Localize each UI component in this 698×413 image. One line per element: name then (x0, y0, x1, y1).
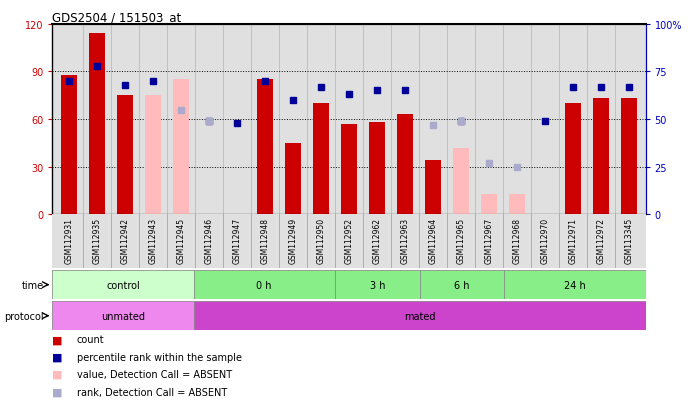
Text: GSM112943: GSM112943 (149, 217, 158, 263)
Bar (419, 271, 505, 299)
Text: GSM112935: GSM112935 (93, 217, 102, 263)
Text: GSM112965: GSM112965 (456, 217, 466, 263)
Text: GSM112964: GSM112964 (429, 217, 438, 263)
Bar (481, 194, 496, 215)
Bar (341, 125, 357, 215)
Text: GSM112962: GSM112962 (373, 217, 382, 263)
Text: GSM112952: GSM112952 (345, 217, 353, 263)
Text: GSM112949: GSM112949 (288, 217, 297, 263)
Text: ■: ■ (52, 369, 63, 379)
Bar (61, 76, 77, 215)
Text: 6 h: 6 h (454, 280, 470, 290)
Text: 3 h: 3 h (369, 280, 385, 290)
Bar (593, 99, 609, 215)
Text: GDS2504 / 151503_at: GDS2504 / 151503_at (52, 11, 181, 24)
Text: ■: ■ (52, 335, 63, 344)
Text: time: time (22, 280, 44, 290)
Bar (193, 271, 335, 299)
Text: GSM112947: GSM112947 (232, 217, 242, 263)
Text: GSM112963: GSM112963 (401, 217, 410, 263)
Bar (52, 271, 193, 299)
Text: ■: ■ (52, 387, 63, 396)
Bar (510, 194, 525, 215)
Text: GSM112931: GSM112931 (65, 217, 74, 263)
Bar (621, 99, 637, 215)
Text: GSM113345: GSM113345 (624, 217, 633, 263)
Text: GSM112970: GSM112970 (540, 217, 549, 263)
Text: GSM112948: GSM112948 (260, 217, 269, 263)
Text: count: count (77, 335, 105, 344)
Bar (453, 148, 468, 215)
Text: rank, Detection Call = ABSENT: rank, Detection Call = ABSENT (77, 387, 227, 396)
Bar (565, 104, 581, 215)
Bar (145, 96, 161, 215)
Text: GSM112968: GSM112968 (512, 217, 521, 263)
Text: 24 h: 24 h (564, 280, 586, 290)
Text: ■: ■ (52, 352, 63, 362)
Text: GSM112942: GSM112942 (121, 217, 130, 263)
Text: GSM112945: GSM112945 (177, 217, 186, 263)
Bar (193, 301, 646, 330)
Text: 0 h: 0 h (256, 280, 272, 290)
Text: value, Detection Call = ABSENT: value, Detection Call = ABSENT (77, 369, 232, 379)
Bar (285, 143, 301, 215)
Text: GSM112971: GSM112971 (568, 217, 577, 263)
Text: GSM112946: GSM112946 (205, 217, 214, 263)
Text: percentile rank within the sample: percentile rank within the sample (77, 352, 242, 362)
Bar (335, 271, 419, 299)
Text: control: control (106, 280, 140, 290)
Bar (313, 104, 329, 215)
Bar (425, 161, 440, 215)
Text: GSM112972: GSM112972 (596, 217, 605, 263)
Bar (117, 96, 133, 215)
Text: protocol: protocol (4, 311, 44, 321)
Text: GSM112967: GSM112967 (484, 217, 493, 263)
Bar (369, 123, 385, 215)
Bar (258, 80, 273, 215)
Text: unmated: unmated (101, 311, 145, 321)
Bar (89, 34, 105, 215)
Text: GSM112950: GSM112950 (316, 217, 325, 263)
Bar (52, 301, 193, 330)
Bar (505, 271, 646, 299)
Bar (173, 80, 188, 215)
Bar (397, 115, 413, 215)
Text: mated: mated (404, 311, 436, 321)
